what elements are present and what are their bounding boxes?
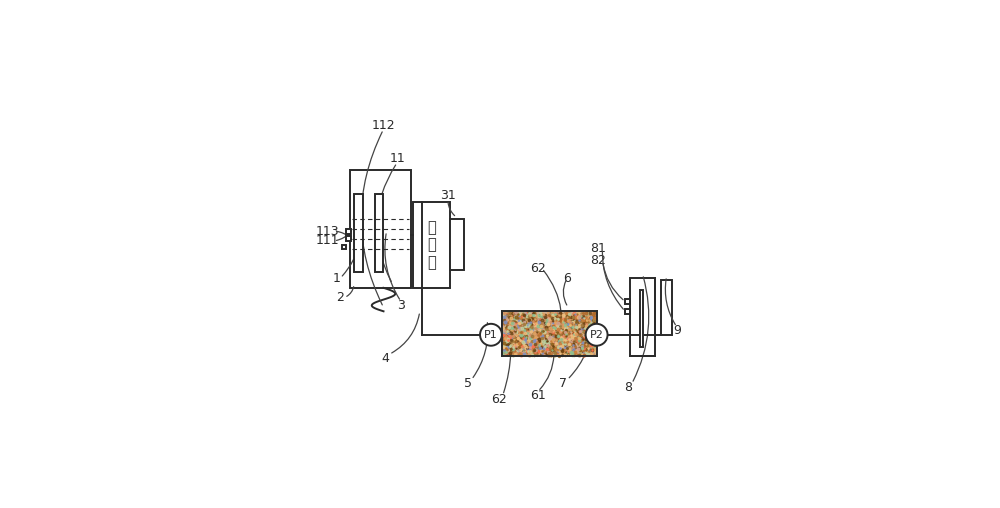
Text: 82: 82 xyxy=(591,254,606,267)
Text: P2: P2 xyxy=(590,330,604,340)
Text: 62: 62 xyxy=(491,393,507,406)
Bar xyxy=(502,311,597,356)
Bar xyxy=(630,278,655,356)
Bar xyxy=(413,202,450,288)
Circle shape xyxy=(586,324,608,346)
Bar xyxy=(625,299,630,304)
Text: 1: 1 xyxy=(333,272,340,284)
Text: 62: 62 xyxy=(530,262,546,275)
Bar xyxy=(350,171,411,288)
Text: 61: 61 xyxy=(530,389,546,402)
Text: 计
量
泵: 计 量 泵 xyxy=(427,220,436,270)
Text: 3: 3 xyxy=(397,299,405,312)
Text: 8: 8 xyxy=(624,381,632,394)
Text: 6: 6 xyxy=(563,272,571,284)
Bar xyxy=(450,219,464,270)
Bar xyxy=(346,236,351,241)
Text: 11: 11 xyxy=(389,152,405,165)
Text: 31: 31 xyxy=(440,189,456,202)
Text: 112: 112 xyxy=(372,119,395,132)
Text: 7: 7 xyxy=(559,377,567,390)
Text: 111: 111 xyxy=(316,234,340,247)
Bar xyxy=(346,229,351,234)
Text: 5: 5 xyxy=(464,377,472,390)
Bar xyxy=(375,194,383,272)
Text: P1: P1 xyxy=(484,330,498,340)
Text: 113: 113 xyxy=(316,225,340,238)
Bar xyxy=(625,309,630,313)
Bar xyxy=(342,245,346,249)
Bar xyxy=(354,194,363,272)
Circle shape xyxy=(480,324,502,346)
Bar xyxy=(502,311,597,356)
Bar xyxy=(640,290,643,346)
Text: 2: 2 xyxy=(336,291,344,304)
Bar xyxy=(661,280,672,335)
Text: 81: 81 xyxy=(591,242,606,255)
Text: 4: 4 xyxy=(381,352,389,365)
Text: 9: 9 xyxy=(673,325,681,337)
